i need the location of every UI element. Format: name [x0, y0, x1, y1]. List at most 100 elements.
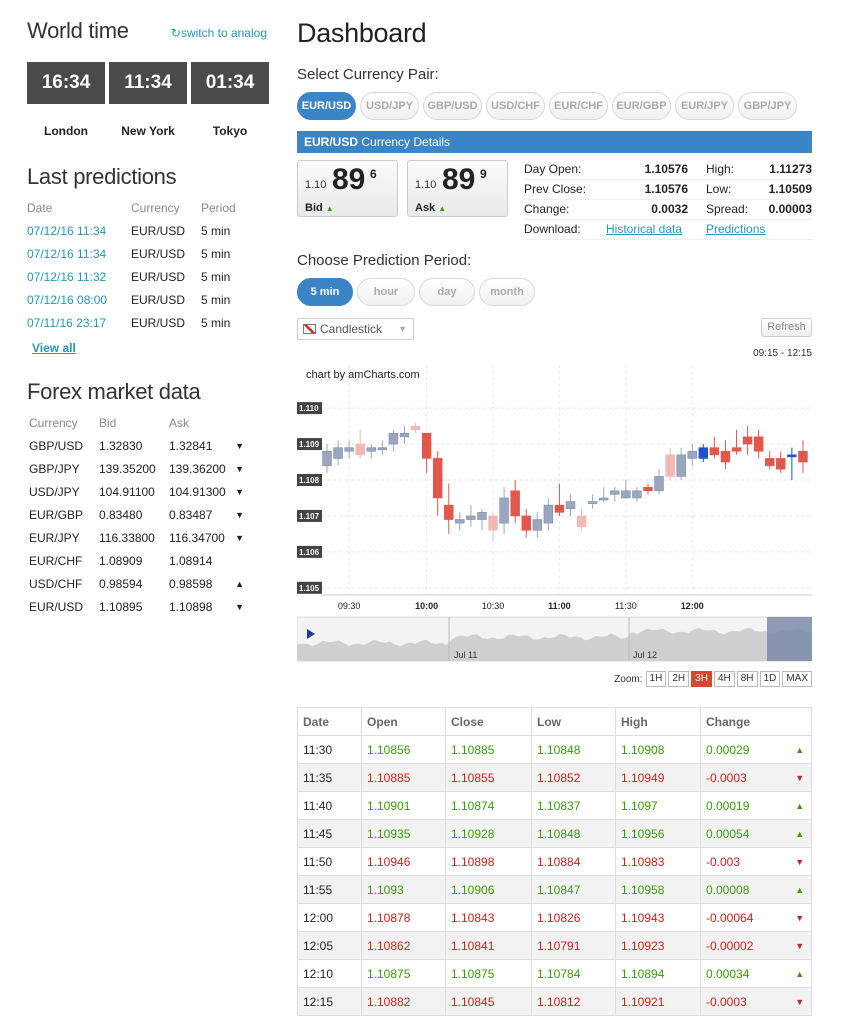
candlestick-icon	[303, 324, 316, 334]
candle-body[interactable]	[477, 512, 487, 520]
candle-body[interactable]	[643, 486, 653, 492]
forex-bid: 104.91100	[99, 484, 155, 499]
prediction-row[interactable]: 07/12/16 08:00 EUR/USD 5 min	[27, 288, 269, 311]
candle-body[interactable]	[720, 450, 731, 463]
forex-row[interactable]: EUR/USD 1.10895 1.10898 ▼	[29, 595, 244, 618]
prediction-date[interactable]: 07/12/16 08:00	[27, 292, 108, 307]
zoom-1h-button[interactable]: 1H	[645, 671, 667, 687]
zoom-3h-button[interactable]: 3H	[691, 671, 712, 687]
pair-tab-usd-chf[interactable]: USD/CHF	[486, 92, 545, 120]
chart-type-select[interactable]: Candlestick ▼	[297, 318, 414, 340]
candle-body[interactable]	[355, 443, 365, 456]
candle-body[interactable]	[410, 425, 421, 430]
candle-body[interactable]	[344, 447, 354, 452]
candle-body[interactable]	[687, 450, 697, 459]
candle-body[interactable]	[455, 519, 465, 524]
forex-row[interactable]: EUR/GBP 0.83480 0.83487 ▼	[29, 503, 244, 526]
zoom-8h-button[interactable]: 8H	[736, 671, 758, 687]
stat-change: 0.0032	[602, 199, 706, 220]
pair-tab-usd-jpy[interactable]: USD/JPY	[360, 92, 419, 120]
candle-body[interactable]	[731, 447, 742, 452]
zoom-max-button[interactable]: MAX	[782, 671, 812, 687]
candle-body[interactable]	[776, 458, 786, 470]
candle-body[interactable]	[587, 501, 598, 504]
prediction-row[interactable]: 07/12/16 11:34 EUR/USD 5 min	[27, 219, 269, 242]
candle-body[interactable]	[388, 432, 399, 445]
period-tab-day[interactable]: day	[419, 278, 475, 306]
period-tab-hour[interactable]: hour	[357, 278, 415, 306]
forex-row[interactable]: EUR/JPY 116.33800 116.34700 ▼	[29, 526, 244, 549]
predictions-link[interactable]: Predictions	[706, 222, 766, 236]
triangle-down-icon: ▼	[235, 509, 244, 520]
candle-body[interactable]	[510, 490, 520, 517]
pair-tab-gbp-jpy[interactable]: GBP/JPY	[738, 92, 797, 120]
forex-pair: USD/JPY	[29, 484, 80, 499]
pair-tab-eur-chf[interactable]: EUR/CHF	[549, 92, 608, 120]
candle-body[interactable]	[322, 450, 332, 466]
prediction-date[interactable]: 07/12/16 11:32	[27, 269, 107, 284]
chart-credit[interactable]: chart by amCharts.com	[306, 369, 420, 381]
candle-body[interactable]	[654, 476, 664, 492]
forex-row[interactable]: USD/JPY 104.91100 104.91300 ▼	[29, 480, 244, 503]
view-all-link[interactable]: View all	[32, 341, 76, 355]
candle-body[interactable]	[333, 447, 343, 459]
switch-to-analog-link[interactable]: ↻switch to analog	[171, 26, 267, 40]
forex-row[interactable]: USD/CHF 0.98594 0.98598 ▲	[29, 572, 244, 595]
zoom-2h-button[interactable]: 2H	[668, 671, 690, 687]
candle-body[interactable]	[565, 501, 576, 510]
candle-body[interactable]	[499, 497, 509, 524]
candle-body[interactable]	[598, 497, 609, 501]
candle-body[interactable]	[610, 490, 620, 495]
x-tick-label: 11:00	[548, 601, 571, 611]
zoom-1d-button[interactable]: 1D	[759, 671, 781, 687]
candle-body[interactable]	[377, 447, 388, 450]
forex-row[interactable]: GBP/JPY 139.35200 139.36200 ▼	[29, 457, 244, 480]
candle-body[interactable]	[787, 454, 797, 458]
candle-body[interactable]	[543, 504, 554, 524]
ask-quote[interactable]: 1.10 89 9 Ask ▲	[407, 160, 508, 217]
pair-tab-eur-usd[interactable]: EUR/USD	[297, 92, 356, 120]
candle-body[interactable]	[532, 519, 543, 531]
candle-body[interactable]	[576, 515, 587, 528]
candle-body[interactable]	[521, 515, 531, 531]
prediction-row[interactable]: 07/12/16 11:34 EUR/USD 5 min	[27, 242, 269, 265]
candle-body[interactable]	[798, 450, 808, 463]
candle-body[interactable]	[742, 436, 753, 445]
candle-body[interactable]	[432, 458, 443, 499]
pair-tab-eur-jpy[interactable]: EUR/JPY	[675, 92, 734, 120]
prediction-row[interactable]: 07/12/16 11:32 EUR/USD 5 min	[27, 265, 269, 288]
candle-body[interactable]	[709, 447, 720, 456]
bid-quote[interactable]: 1.10 89 6 Bid ▲	[297, 160, 398, 217]
period-tab-5-min[interactable]: 5 min	[297, 278, 353, 306]
prediction-date[interactable]: 07/11/16 23:17	[27, 315, 107, 330]
candlestick-chart[interactable]: 1.110 1.109 1.108 1.107 1.106 1.105 09:30 10:00…	[297, 360, 812, 665]
pair-tab-gbp-usd[interactable]: GBP/USD	[423, 92, 482, 120]
candle-body[interactable]	[632, 490, 642, 499]
prediction-date[interactable]: 07/12/16 11:34	[27, 223, 107, 238]
candle-body[interactable]	[665, 454, 675, 477]
zoom-4h-button[interactable]: 4H	[713, 671, 735, 687]
candle-body[interactable]	[753, 436, 764, 452]
candle-body[interactable]	[399, 432, 410, 438]
candle-body[interactable]	[488, 515, 498, 531]
candle-body[interactable]	[698, 447, 709, 459]
candle-body[interactable]	[764, 458, 775, 466]
historical-data-link[interactable]: Historical data	[606, 222, 683, 236]
candle-body[interactable]	[366, 447, 376, 452]
navigator-selection[interactable]	[767, 617, 812, 661]
forex-row[interactable]: EUR/CHF 1.08909 1.08914	[29, 549, 244, 572]
candle-body[interactable]	[676, 454, 686, 477]
candle-body[interactable]	[554, 504, 565, 513]
candle-body[interactable]	[621, 490, 631, 499]
refresh-button[interactable]: Refresh	[761, 318, 812, 337]
prediction-date[interactable]: 07/12/16 11:34	[27, 246, 107, 261]
play-icon[interactable]	[307, 629, 315, 639]
forex-row[interactable]: GBP/USD 1.32830 1.32841 ▼	[29, 434, 244, 457]
candle-body[interactable]	[466, 515, 476, 520]
prediction-row[interactable]: 07/11/16 23:17 EUR/USD 5 min	[27, 311, 269, 334]
ask-label-row: Ask ▲	[415, 202, 446, 214]
candle-body[interactable]	[421, 432, 432, 459]
pair-tab-eur-gbp[interactable]: EUR/GBP	[612, 92, 671, 120]
period-tab-month[interactable]: month	[479, 278, 535, 306]
candle-body[interactable]	[444, 504, 454, 520]
